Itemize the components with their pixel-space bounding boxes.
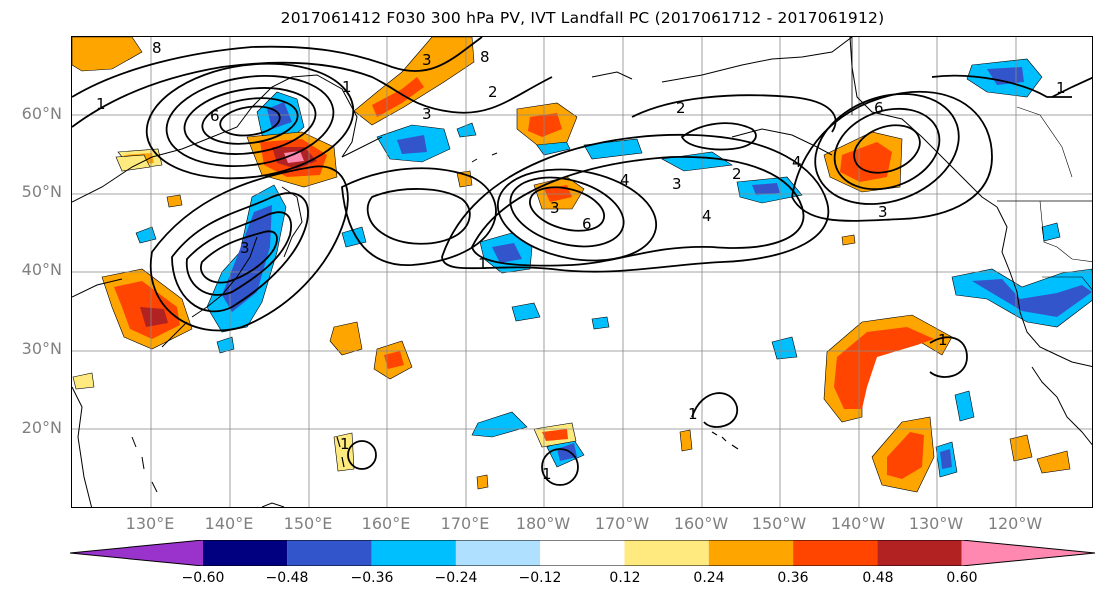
contour-label: 6 bbox=[210, 107, 220, 125]
contour-label: 1 bbox=[478, 255, 488, 273]
colorbar-tick: −0.48 bbox=[265, 570, 309, 586]
lon-label-130w: 130°W bbox=[908, 514, 964, 533]
colorbar-bin bbox=[793, 540, 878, 566]
contour-labels: 1 8 1 3 8 2 3 6 3 1 3 6 4 3 2 4 2 4 6 3 … bbox=[96, 39, 1066, 483]
contour-label: 6 bbox=[874, 99, 884, 117]
colorbar-bin bbox=[877, 540, 962, 566]
lon-label-130e: 130°E bbox=[125, 514, 175, 533]
contour-label: 8 bbox=[152, 39, 162, 57]
lon-label-140w: 140°W bbox=[830, 514, 886, 533]
colorbar-tick: −0.24 bbox=[434, 570, 478, 586]
contour-label: 2 bbox=[676, 99, 686, 117]
contour-label: 2 bbox=[488, 83, 498, 101]
contour-label: 3 bbox=[878, 203, 888, 221]
colorbar-tick: 0.60 bbox=[946, 570, 978, 586]
coastlines bbox=[72, 37, 1092, 507]
contour-label: 8 bbox=[480, 48, 490, 66]
contour-label: 1 bbox=[340, 435, 350, 453]
lat-label-60n: 60°N bbox=[21, 104, 62, 123]
lon-label-140e: 140°E bbox=[204, 514, 254, 533]
lon-label-170e: 170°E bbox=[440, 514, 490, 533]
lat-label-30n: 30°N bbox=[21, 339, 62, 358]
contour-label: 4 bbox=[702, 207, 712, 225]
colorbar-tick: 0.24 bbox=[693, 570, 725, 586]
contour-label: 3 bbox=[672, 175, 682, 193]
contour-label: 3 bbox=[240, 239, 250, 257]
colorbar-bin bbox=[203, 540, 288, 566]
map-title: 2017061412 F030 300 hPa PV, IVT Landfall… bbox=[280, 9, 885, 27]
colorbar-tick: −0.60 bbox=[181, 570, 225, 586]
contour-label: 3 bbox=[550, 199, 560, 217]
contour-label: 6 bbox=[582, 215, 592, 233]
pv-contours bbox=[72, 37, 1092, 486]
contour-label: 1 bbox=[342, 78, 352, 96]
colorbar-bin bbox=[540, 540, 625, 566]
contour-label: 1 bbox=[96, 95, 106, 113]
lon-label-150w: 150°W bbox=[751, 514, 807, 533]
contour-label: 3 bbox=[422, 105, 432, 123]
colorbar-tick: 0.48 bbox=[862, 570, 894, 586]
map-panel: 1 8 1 3 8 2 3 6 3 1 3 6 4 3 2 4 2 4 6 3 … bbox=[71, 36, 1093, 508]
colorbar-tick: 0.12 bbox=[609, 570, 641, 586]
contour-label: 1 bbox=[688, 405, 698, 423]
colorbar-bin bbox=[624, 540, 709, 566]
lon-label-180w: 180°W bbox=[515, 514, 571, 533]
colorbar-bin bbox=[287, 540, 372, 566]
lat-label-50n: 50°N bbox=[21, 182, 62, 201]
contour-label: 4 bbox=[620, 171, 630, 189]
colorbar-tick: −0.12 bbox=[518, 570, 562, 586]
colorbar-extend-low bbox=[70, 540, 203, 566]
colorbar-bin bbox=[708, 540, 794, 566]
contour-label: 2 bbox=[732, 165, 742, 183]
lon-label-160w: 160°W bbox=[673, 514, 729, 533]
lat-label-40n: 40°N bbox=[21, 260, 62, 279]
contour-label: 1 bbox=[1056, 79, 1066, 97]
colorbar-tick: −0.36 bbox=[350, 570, 394, 586]
colorbar-bin bbox=[455, 540, 541, 566]
contour-label: 3 bbox=[422, 51, 432, 69]
contour-label: 1 bbox=[938, 331, 948, 349]
colorbar bbox=[70, 540, 1096, 566]
colorbar-bin bbox=[371, 540, 456, 566]
lon-label-150e: 150°E bbox=[283, 514, 333, 533]
contour-label: 4 bbox=[792, 153, 802, 171]
lat-label-20n: 20°N bbox=[21, 418, 62, 437]
lon-label-160e: 160°E bbox=[361, 514, 411, 533]
map-canvas: 1 8 1 3 8 2 3 6 3 1 3 6 4 3 2 4 2 4 6 3 … bbox=[72, 37, 1092, 507]
lon-label-120w: 120°W bbox=[987, 514, 1043, 533]
colorbar-extend-high bbox=[961, 540, 1095, 566]
contour-label: 1 bbox=[542, 465, 552, 483]
colorbar-tick: 0.36 bbox=[777, 570, 809, 586]
lon-label-170w: 170°W bbox=[594, 514, 650, 533]
